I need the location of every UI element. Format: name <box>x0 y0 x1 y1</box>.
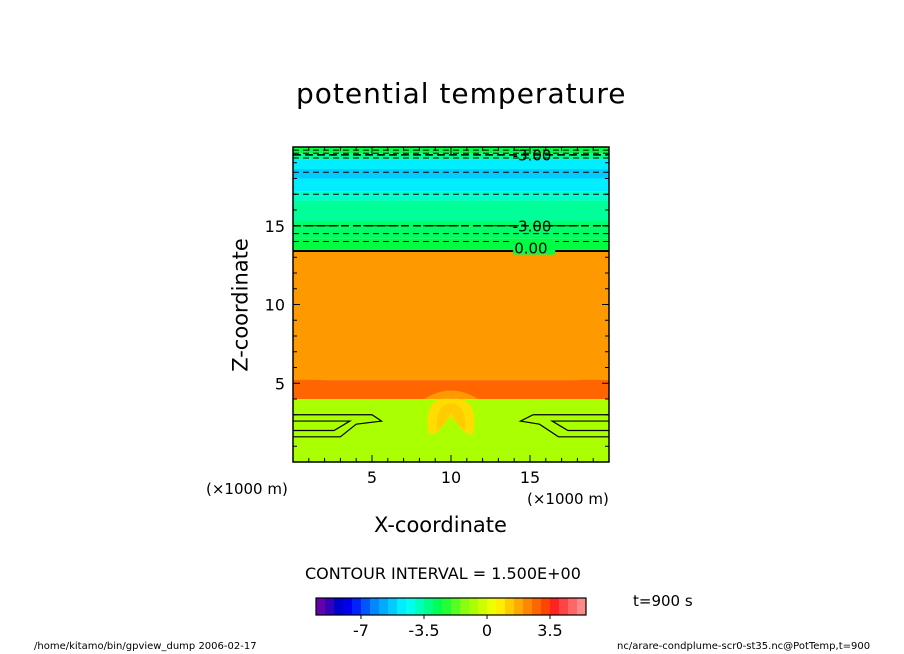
colorbar-frame <box>315 597 587 616</box>
colorbar-cell-1 <box>325 598 335 615</box>
colorbar-cell-14 <box>442 598 452 615</box>
colorbar-cell-26 <box>550 598 560 615</box>
colorbar-cell-27 <box>559 598 569 615</box>
y-tick-label: 15 <box>265 217 285 236</box>
band-3 <box>293 238 609 251</box>
colorbar-cell-5 <box>361 598 371 615</box>
band-9 <box>293 159 609 170</box>
colorbar-cell-29 <box>577 598 587 615</box>
band-7 <box>293 178 609 192</box>
contour-label-bg-2 <box>513 240 556 255</box>
warm-bubble-core <box>436 403 466 431</box>
band-5 <box>293 200 609 222</box>
colorbar-cell-7 <box>379 598 389 615</box>
colorbar-cell-19 <box>487 598 497 615</box>
colorbar-cell-12 <box>424 598 434 615</box>
band-6 <box>293 191 609 201</box>
colorbar-cell-9 <box>397 598 407 615</box>
x-axis-label: X-coordinate <box>374 513 507 537</box>
lobe-center <box>424 390 478 399</box>
contour-label-1: -3.00 <box>513 218 552 236</box>
colorbar-cell-4 <box>352 598 362 615</box>
band-4 <box>293 221 609 239</box>
y-tick-label: 10 <box>265 296 285 315</box>
colorbar-cell-25 <box>541 598 551 615</box>
colorbar-cell-21 <box>505 598 515 615</box>
band-2 <box>293 250 609 381</box>
footer-right: nc/arare-condplume-scr0-st35.nc@PotTemp,… <box>617 641 871 652</box>
colorbar-cell-3 <box>343 598 353 615</box>
contour-label-0: -3.00 <box>513 147 552 165</box>
time-label: t=900 s <box>633 592 693 610</box>
colorbar-cell-2 <box>334 598 344 615</box>
colorbar-cell-22 <box>514 598 524 615</box>
plot-area: -3.00 -3.00 0.00 <box>293 147 609 462</box>
y-unit-label: (×1000 m) <box>206 480 288 498</box>
contour-label-2: 0.00 <box>514 240 547 258</box>
colorbar-cell-8 <box>388 598 398 615</box>
x-tick-label: 15 <box>520 468 540 487</box>
contour-interval-text: CONTOUR INTERVAL = 1.500E+00 <box>305 564 581 583</box>
chart-title: potential temperature <box>296 77 627 110</box>
colorbar-cell-0 <box>316 598 326 615</box>
colorbar-tick-label: 3.5 <box>537 621 562 640</box>
colorbar-cell-28 <box>568 598 578 615</box>
low-contour-2 <box>518 414 609 438</box>
colorbar-cell-15 <box>451 598 461 615</box>
x-tick-label: 10 <box>441 468 461 487</box>
x-unit-label: (×1000 m) <box>527 490 609 508</box>
band-10 <box>293 153 609 160</box>
colorbar-cell-16 <box>460 598 470 615</box>
low-contour-1 <box>293 420 353 432</box>
colorbar-cell-23 <box>523 598 533 615</box>
colorbar-cell-10 <box>406 598 416 615</box>
x-tick-label: 5 <box>367 468 377 487</box>
colorbar-cell-18 <box>478 598 488 615</box>
colorbar-cell-20 <box>496 598 506 615</box>
colorbar-tick-label: -3.5 <box>408 621 439 640</box>
y-tick-label: 5 <box>275 374 285 393</box>
colorbar-cell-13 <box>433 598 443 615</box>
footer-left: /home/kitamo/bin/gpview_dump 2006-02-17 <box>34 641 257 652</box>
lobe-right <box>477 379 609 399</box>
colorbar-cell-11 <box>415 598 425 615</box>
y-axis-label: Z-coordinate <box>228 238 253 372</box>
colorbar-tick-label: -7 <box>353 621 369 640</box>
low-contour-0 <box>293 414 384 438</box>
low-contour-3 <box>549 420 609 432</box>
band-8 <box>293 169 609 179</box>
colorbar-cell-6 <box>370 598 380 615</box>
colorbar-cell-17 <box>469 598 479 615</box>
lobe-left <box>293 379 425 399</box>
colorbar-cell-24 <box>532 598 542 615</box>
colorbar-tick-label: 0 <box>482 621 492 640</box>
